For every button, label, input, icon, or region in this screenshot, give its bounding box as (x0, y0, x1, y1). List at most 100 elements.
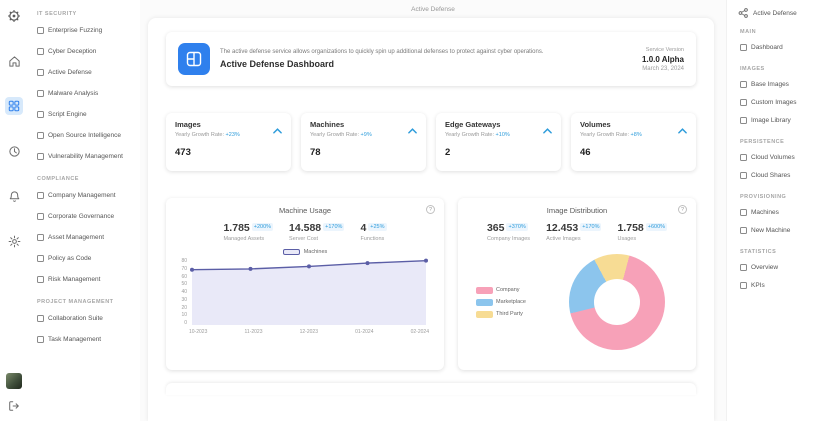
active-defense-service-switcher[interactable]: Active Defense (737, 7, 835, 19)
right-sidebar-title: Active Defense (753, 9, 797, 17)
base-images-icon (740, 80, 747, 88)
collapse-chevron-icon[interactable] (678, 121, 687, 139)
image-distribution-stats: 365 +370% Company Images 12.453 +170% Acti… (468, 222, 686, 242)
machine-usage-title: Machine Usage (278, 206, 332, 215)
collapse-chevron-icon[interactable] (543, 121, 552, 139)
sidebar-item-malware-analysis[interactable]: Malware Analysis (34, 83, 140, 104)
kpis-icon (740, 281, 747, 289)
right-item-machines[interactable]: Machines (737, 203, 835, 221)
new-machine-icon (740, 226, 747, 234)
collaboration-suite-icon (37, 315, 44, 322)
app-logo-icon[interactable] (5, 7, 23, 25)
home-icon[interactable] (5, 52, 23, 70)
sidebar-item-script-engine[interactable]: Script Engine (34, 104, 140, 125)
sidebar-item-active-defense[interactable]: Active Defense (34, 62, 140, 83)
settings-gear-icon[interactable] (5, 232, 23, 250)
right-item-image-library[interactable]: Image Library (737, 111, 835, 129)
stat-card-volumes: Volumes Yearly Growth Rate: +8% 46 (571, 113, 696, 171)
collapse-chevron-icon[interactable] (408, 121, 417, 139)
right-item-kpis[interactable]: KPIs (737, 276, 835, 294)
image-distribution-title: Image Distribution (546, 206, 608, 215)
stat-title: Volumes (580, 120, 611, 129)
growth-rate: +8% (630, 131, 642, 138)
right-item-overview[interactable]: Overview (737, 258, 835, 276)
trend-badge: +200% (251, 223, 274, 231)
info-icon[interactable]: ? (426, 205, 435, 214)
stat-subtitle: Yearly Growth Rate: +23% (175, 131, 240, 138)
stat-value: 46 (580, 146, 591, 158)
section-header-statistics: STATISTICS (740, 249, 777, 255)
right-item-base-images[interactable]: Base Images (737, 75, 835, 93)
section-header-main: MAIN (740, 29, 757, 35)
sidebar-item-risk-management[interactable]: Risk Management (34, 269, 140, 290)
right-item-custom-images[interactable]: Custom Images (737, 93, 835, 111)
right-item-dashboard[interactable]: Dashboard (737, 38, 835, 56)
section-header-provisioning: PROVISIONING (740, 194, 787, 200)
third-party-swatch (476, 310, 493, 318)
right-sidebar: Active Defense MAIN Dashboard IMAGES Bas… (726, 0, 839, 421)
banner-description: The active defense service allows organi… (220, 49, 544, 55)
enterprise-fuzzing-icon (37, 27, 44, 34)
legend-item-company: Company (476, 286, 548, 294)
legend-item-third-party: Third Party (476, 310, 548, 318)
line-chart-legend: Machines (176, 249, 434, 255)
collapse-chevron-icon[interactable] (273, 121, 282, 139)
sidebar-item-company-management[interactable]: Company Management (34, 185, 140, 206)
image-library-icon (740, 116, 747, 124)
growth-rate: +10% (495, 131, 510, 138)
osint-icon (37, 132, 44, 139)
active-defense-icon (37, 69, 44, 76)
machines-legend-swatch (282, 249, 300, 255)
stat-usages: 1.758 +600% Usages (617, 222, 668, 242)
section-header-compliance: COMPLIANCE (37, 176, 79, 182)
stat-value: 78 (310, 146, 321, 158)
y-axis-labels: 80 70 60 50 40 30 20 10 0 (181, 258, 187, 326)
stat-card-machines: Machines Yearly Growth Rate: +9% 78 (301, 113, 426, 171)
sidebar-item-corporate-governance[interactable]: Corporate Governance (34, 206, 140, 227)
custom-images-icon (740, 98, 747, 106)
sidebar-item-policy-as-code[interactable]: Policy as Code (34, 248, 140, 269)
sidebar-item-task-management[interactable]: Task Management (34, 329, 140, 350)
content-panel: The active defense service allows organi… (148, 18, 714, 421)
stat-company-images: 365 +370% Company Images (486, 222, 531, 242)
right-item-new-machine[interactable]: New Machine (737, 221, 835, 239)
main-content: Active Defense The active defense servic… (140, 0, 726, 421)
logout-icon[interactable] (5, 397, 23, 415)
version-date: March 23, 2024 (642, 65, 684, 72)
notifications-bell-icon[interactable] (5, 187, 23, 205)
stat-title: Edge Gateways (445, 120, 501, 129)
image-distribution-donut (569, 254, 665, 350)
stat-subtitle: Yearly Growth Rate: +10% (445, 131, 510, 138)
next-row-card-edge (166, 383, 696, 395)
chart-cards-row: Machine Usage ? 1.785 +200% Managed Asset… (166, 198, 696, 370)
trend-badge: +170% (323, 223, 345, 231)
asset-management-icon (37, 234, 44, 241)
icon-rail (0, 0, 28, 421)
growth-rate: +9% (360, 131, 372, 138)
script-engine-icon (37, 111, 44, 118)
left-sidebar: IT SECURITY Enterprise Fuzzing Cyber Dec… (28, 0, 140, 421)
policy-as-code-icon (37, 255, 44, 262)
stat-functions: 4 +25% Functions (360, 222, 387, 242)
sidebar-item-cyber-deception[interactable]: Cyber Deception (34, 41, 140, 62)
trend-badge: +170% (580, 223, 602, 231)
section-header-it-security: IT SECURITY (37, 11, 77, 17)
right-item-cloud-shares[interactable]: Cloud Shares (737, 166, 835, 184)
user-avatar[interactable] (6, 373, 22, 389)
stat-title: Machines (310, 120, 345, 129)
info-icon[interactable]: ? (678, 205, 687, 214)
sidebar-item-open-source-intelligence[interactable]: Open Source Intelligence (34, 125, 140, 146)
sidebar-item-vulnerability-management[interactable]: Vulnerability Management (34, 146, 140, 167)
right-item-cloud-volumes[interactable]: Cloud Volumes (737, 148, 835, 166)
page-title: Active Defense (411, 6, 455, 13)
stat-card-images: Images Yearly Growth Rate: +23% 473 (166, 113, 291, 171)
line-chart-svg (190, 258, 428, 325)
machine-usage-line-chart: 80 70 60 50 40 30 20 10 0 (176, 258, 434, 326)
sidebar-item-collaboration-suite[interactable]: Collaboration Suite (34, 308, 140, 329)
overview-icon (740, 263, 747, 271)
history-icon[interactable] (5, 142, 23, 160)
trend-badge: +25% (368, 223, 387, 231)
sidebar-item-enterprise-fuzzing[interactable]: Enterprise Fuzzing (34, 20, 140, 41)
active-defense-rail-icon[interactable] (5, 97, 23, 115)
sidebar-item-asset-management[interactable]: Asset Management (34, 227, 140, 248)
